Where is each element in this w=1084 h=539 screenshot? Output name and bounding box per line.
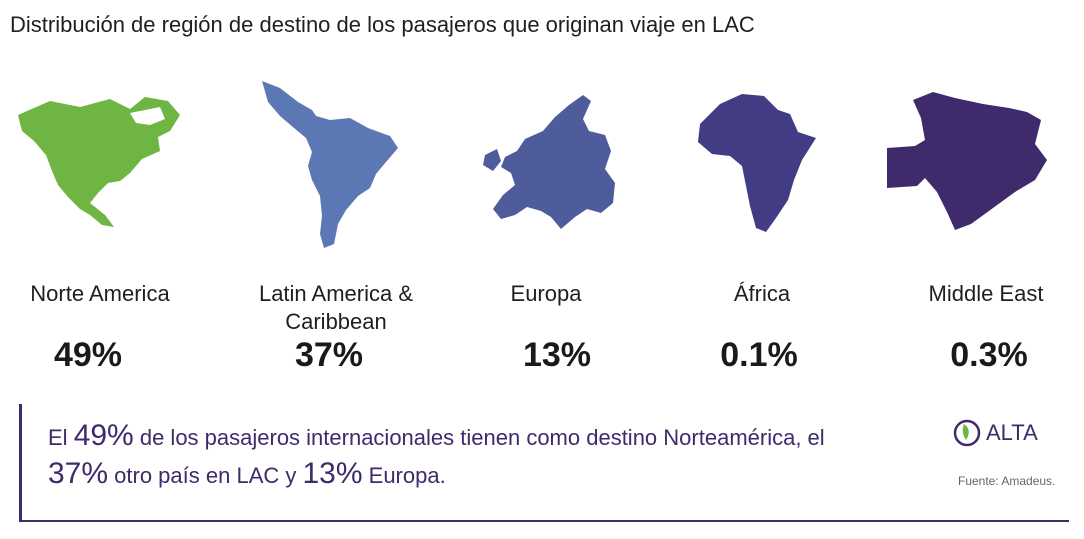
value-latin-america: 37% <box>294 336 364 374</box>
north-america-map <box>5 78 195 248</box>
globe-icon <box>953 419 981 447</box>
source-note: Fuente: Amadeus. <box>958 474 1056 488</box>
summary-number-3: 13% <box>302 457 363 490</box>
label-north-america: Norte America <box>30 281 170 306</box>
value-europe: 13% <box>522 336 592 374</box>
alta-logo: ALTA <box>952 418 1038 448</box>
value-north-america: 49% <box>53 336 123 374</box>
summary-number-2: 37% <box>48 457 109 490</box>
middle-east-map <box>880 78 1070 248</box>
latin-america-map <box>235 78 425 248</box>
summary-number-1: 49% <box>73 419 134 452</box>
summary-part-3: otro país en LAC y <box>108 463 303 488</box>
value-africa: 0.1% <box>720 336 798 374</box>
label-africa: África <box>733 281 791 306</box>
summary-text: El 49% de los pasajeros internacionales … <box>48 418 848 494</box>
summary-part-1: El <box>48 425 74 450</box>
africa-map <box>665 78 855 248</box>
logo-text: ALTA <box>986 420 1038 445</box>
europe-map <box>450 78 640 248</box>
summary-part-2: de los pasajeros internacionales tienen … <box>133 425 825 450</box>
label-latin-america: Latin America & Caribbean <box>258 281 414 334</box>
value-middle-east: 0.3% <box>950 336 1028 374</box>
label-europe: Europa <box>510 281 582 306</box>
summary-box <box>19 404 1069 522</box>
chart-title: Distribución de región de destino de los… <box>10 12 755 37</box>
summary-part-4: Europa. <box>362 463 446 488</box>
label-middle-east: Middle East <box>928 281 1044 306</box>
